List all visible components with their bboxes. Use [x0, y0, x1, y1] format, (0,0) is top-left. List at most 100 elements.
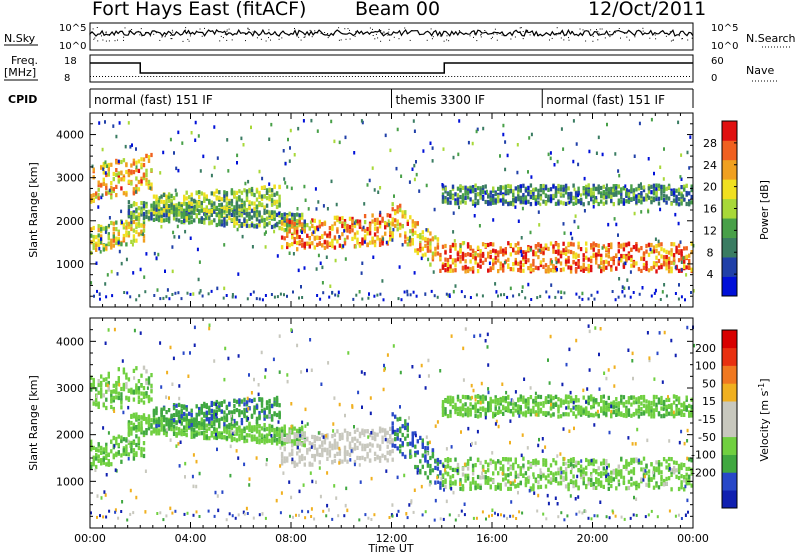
- range-cell: [316, 129, 319, 133]
- range-cell: [612, 261, 615, 266]
- range-cell: [132, 390, 136, 395]
- range-cell: [270, 440, 274, 445]
- range-cell: [130, 163, 133, 168]
- range-cell: [142, 176, 146, 181]
- range-cell: [165, 429, 168, 435]
- range-cell: [97, 224, 100, 229]
- range-cell: [444, 257, 447, 262]
- range-cell: [587, 481, 590, 486]
- range-cell: [368, 448, 372, 453]
- range-cell: [436, 461, 440, 466]
- range-cell: [544, 200, 548, 205]
- range-cell: [313, 445, 316, 450]
- range-cell: [190, 408, 193, 413]
- range-cell: [494, 255, 497, 260]
- range-cell: [198, 410, 201, 415]
- range-cell: [193, 198, 196, 203]
- range-cell: [677, 486, 681, 492]
- range-cell: [218, 213, 221, 218]
- range-cell: [241, 234, 244, 239]
- range-cell: [210, 289, 213, 293]
- range-cell: [632, 261, 636, 266]
- range-cell: [637, 267, 641, 272]
- range-cell: [379, 292, 382, 296]
- range-cell: [223, 415, 226, 420]
- range-cell: [260, 196, 264, 201]
- range-cell: [384, 428, 387, 433]
- range-cell: [343, 241, 347, 246]
- range-cell: [260, 408, 264, 413]
- range-cell: [127, 210, 131, 216]
- range-cell: [617, 184, 620, 189]
- range-cell: [446, 264, 450, 269]
- range-cell: [413, 163, 416, 168]
- range-cell: [288, 229, 291, 234]
- range-cell: [632, 481, 636, 486]
- range-cell: [275, 441, 279, 446]
- range-cell: [303, 443, 306, 448]
- range-cell: [142, 453, 146, 459]
- range-cell: [489, 254, 492, 260]
- range-cell: [469, 296, 472, 299]
- range-cell: [399, 222, 402, 227]
- range-cell: [670, 472, 673, 477]
- range-cell: [632, 245, 636, 250]
- range-cell: [162, 415, 166, 420]
- range-cell: [680, 198, 683, 203]
- range-cell: [250, 434, 254, 439]
- range-cell: [650, 266, 653, 271]
- range-cell: [238, 409, 241, 414]
- range-cell: [574, 191, 578, 196]
- range-cell: [421, 246, 424, 251]
- range-cell: [670, 457, 673, 462]
- range-cell: [542, 183, 545, 189]
- range-cell: [471, 467, 475, 472]
- range-cell: [459, 200, 462, 205]
- range-cell: [321, 265, 324, 270]
- range-cell: [185, 190, 188, 195]
- range-cell: [313, 245, 316, 250]
- range-cell: [464, 269, 467, 274]
- range-cell: [499, 266, 502, 271]
- range-cell: [127, 452, 131, 457]
- range-cell: [174, 291, 177, 295]
- range-cell: [439, 485, 442, 490]
- range-cell: [509, 252, 512, 257]
- range-cell: [492, 479, 495, 484]
- range-cell: [409, 229, 412, 234]
- range-cell: [142, 234, 146, 239]
- range-cell: [660, 184, 663, 189]
- range-cell: [487, 404, 490, 409]
- range-cell: [373, 188, 376, 192]
- range-cell: [489, 485, 492, 490]
- range-cell: [303, 439, 306, 444]
- range-cell: [534, 396, 538, 401]
- range-cell: [268, 409, 271, 414]
- range-cell: [303, 229, 306, 234]
- range-cell: [316, 235, 319, 240]
- freq-panel: Freq. [MHz] Nave 18 8 60 0: [4, 54, 778, 84]
- range-cell: [444, 243, 447, 249]
- range-cell: [308, 244, 311, 249]
- range-cell: [562, 250, 565, 255]
- range-cell: [406, 242, 409, 247]
- range-cell: [539, 243, 543, 248]
- range-cell: [622, 264, 626, 269]
- range-cell: [592, 482, 595, 487]
- range-cell: [562, 222, 565, 226]
- range-cell: [449, 193, 452, 198]
- range-cell: [572, 183, 575, 188]
- range-cell: [162, 218, 166, 223]
- range-cell: [185, 216, 188, 221]
- range-cell: [499, 401, 502, 406]
- range-cell: [504, 396, 507, 401]
- range-cell: [280, 451, 284, 457]
- range-cell: [645, 249, 648, 254]
- range-cell: [308, 226, 311, 231]
- range-cell: [296, 451, 299, 456]
- range-cell: [481, 196, 485, 201]
- range-cell: [683, 246, 686, 251]
- range-cell: [190, 210, 193, 215]
- range-cell: [117, 367, 120, 372]
- range-cell: [100, 458, 103, 463]
